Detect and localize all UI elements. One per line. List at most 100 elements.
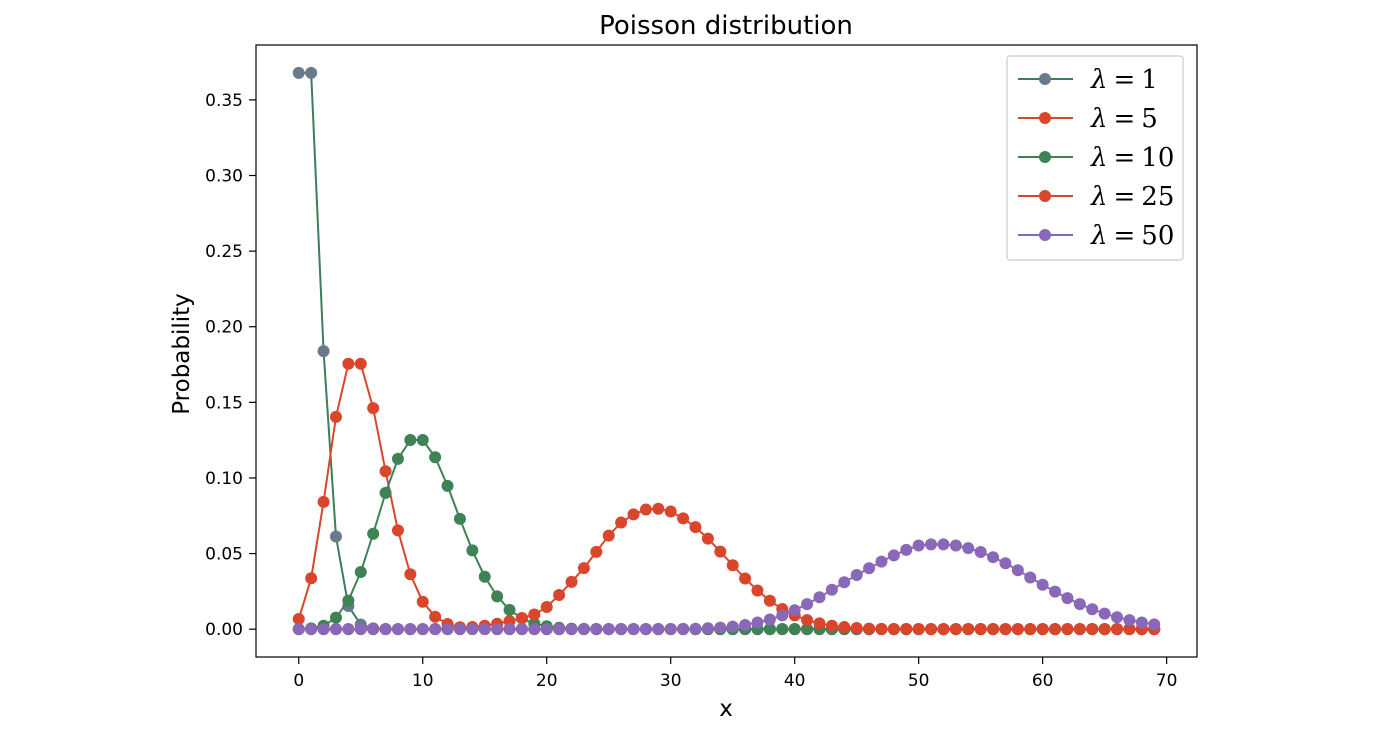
- x-tick-label: 10: [412, 671, 434, 691]
- data-point: [838, 621, 851, 634]
- legend-entry: λ = 5: [1018, 104, 1158, 134]
- data-point: [367, 527, 380, 540]
- data-point: [565, 575, 578, 588]
- data-point: [528, 608, 541, 621]
- data-point: [999, 623, 1012, 636]
- data-point: [305, 623, 318, 636]
- data-point: [379, 623, 392, 636]
- data-point: [1123, 614, 1136, 627]
- data-point: [1049, 585, 1062, 598]
- data-point: [887, 549, 900, 562]
- legend-label: λ = 5: [1090, 104, 1158, 134]
- data-point: [615, 516, 628, 529]
- data-point: [776, 609, 789, 622]
- data-point: [590, 623, 603, 636]
- legend-equals: =: [1113, 104, 1135, 134]
- data-point: [1073, 623, 1086, 636]
- data-point: [925, 623, 938, 636]
- data-point: [949, 623, 962, 636]
- legend-lambda-symbol: λ: [1090, 182, 1107, 212]
- data-point: [1111, 611, 1124, 624]
- y-tick-label: 0.10: [205, 469, 243, 489]
- data-point: [503, 603, 516, 616]
- data-point: [577, 562, 590, 575]
- data-point: [652, 623, 665, 636]
- legend-equals: =: [1113, 182, 1135, 212]
- axis-ticks: 0 10 20 30 40 50 60 70 0.00 0.05 0.10 0.15 0.20 0.25 0…: [205, 91, 1177, 691]
- data-point: [379, 465, 392, 478]
- data-point: [453, 623, 466, 636]
- legend-label: λ = 1: [1090, 65, 1158, 95]
- data-point: [329, 623, 342, 636]
- data-point: [739, 618, 752, 631]
- legend-marker-swatch: [1039, 151, 1051, 163]
- data-point: [813, 617, 826, 630]
- data-point: [441, 623, 454, 636]
- data-point: [1036, 623, 1049, 636]
- data-point: [305, 572, 318, 585]
- data-point: [367, 623, 380, 636]
- data-point: [441, 479, 454, 492]
- data-point: [466, 623, 479, 636]
- y-axis-title: Probability: [169, 293, 195, 415]
- data-point: [615, 623, 628, 636]
- data-point: [788, 604, 801, 617]
- data-point: [912, 539, 925, 552]
- data-point: [863, 622, 876, 635]
- data-point: [540, 600, 553, 613]
- x-tick-label: 50: [908, 671, 930, 691]
- data-point: [503, 623, 516, 636]
- data-point: [553, 623, 566, 636]
- data-point: [751, 616, 764, 629]
- data-point: [1073, 598, 1086, 611]
- data-point: [726, 559, 739, 572]
- data-point: [838, 576, 851, 589]
- legend-entry: λ = 50: [1018, 221, 1174, 251]
- data-point: [292, 66, 305, 79]
- data-point: [305, 66, 318, 79]
- data-point: [813, 591, 826, 604]
- legend-equals: =: [1113, 221, 1135, 251]
- legend-label: λ = 50: [1090, 221, 1174, 251]
- x-tick-label: 30: [660, 671, 682, 691]
- data-point: [962, 623, 975, 636]
- legend-lambda-value: 1: [1141, 65, 1158, 95]
- data-point: [553, 589, 566, 601]
- data-point: [949, 539, 962, 552]
- data-point: [974, 623, 987, 636]
- data-point: [565, 623, 578, 636]
- data-point: [788, 623, 801, 636]
- series-layer: [292, 66, 1161, 636]
- data-point: [342, 623, 355, 636]
- data-point: [1098, 623, 1111, 636]
- data-point: [701, 532, 714, 545]
- series-line: [298, 543, 1155, 631]
- data-point: [999, 557, 1012, 570]
- data-point: [801, 614, 814, 627]
- data-point: [937, 623, 950, 636]
- series-5: [292, 538, 1161, 636]
- y-tick-label: 0.35: [205, 91, 243, 111]
- data-point: [639, 623, 652, 636]
- data-point: [329, 410, 342, 423]
- data-point: [404, 623, 417, 636]
- legend-equals: =: [1113, 65, 1135, 95]
- legend-lambda-symbol: λ: [1090, 104, 1107, 134]
- data-point: [1086, 623, 1099, 636]
- y-tick-label: 0.25: [205, 242, 243, 262]
- data-point: [540, 623, 553, 636]
- data-point: [825, 583, 838, 596]
- data-point: [714, 621, 727, 634]
- data-point: [602, 529, 615, 542]
- data-point: [627, 623, 640, 636]
- legend-marker-swatch: [1039, 229, 1051, 241]
- data-point: [1111, 623, 1124, 636]
- data-point: [627, 508, 640, 521]
- data-point: [416, 433, 429, 446]
- data-point: [974, 546, 987, 559]
- data-point: [1086, 603, 1099, 616]
- legend-lambda-value: 25: [1141, 182, 1174, 212]
- data-point: [962, 542, 975, 555]
- data-point: [763, 623, 776, 636]
